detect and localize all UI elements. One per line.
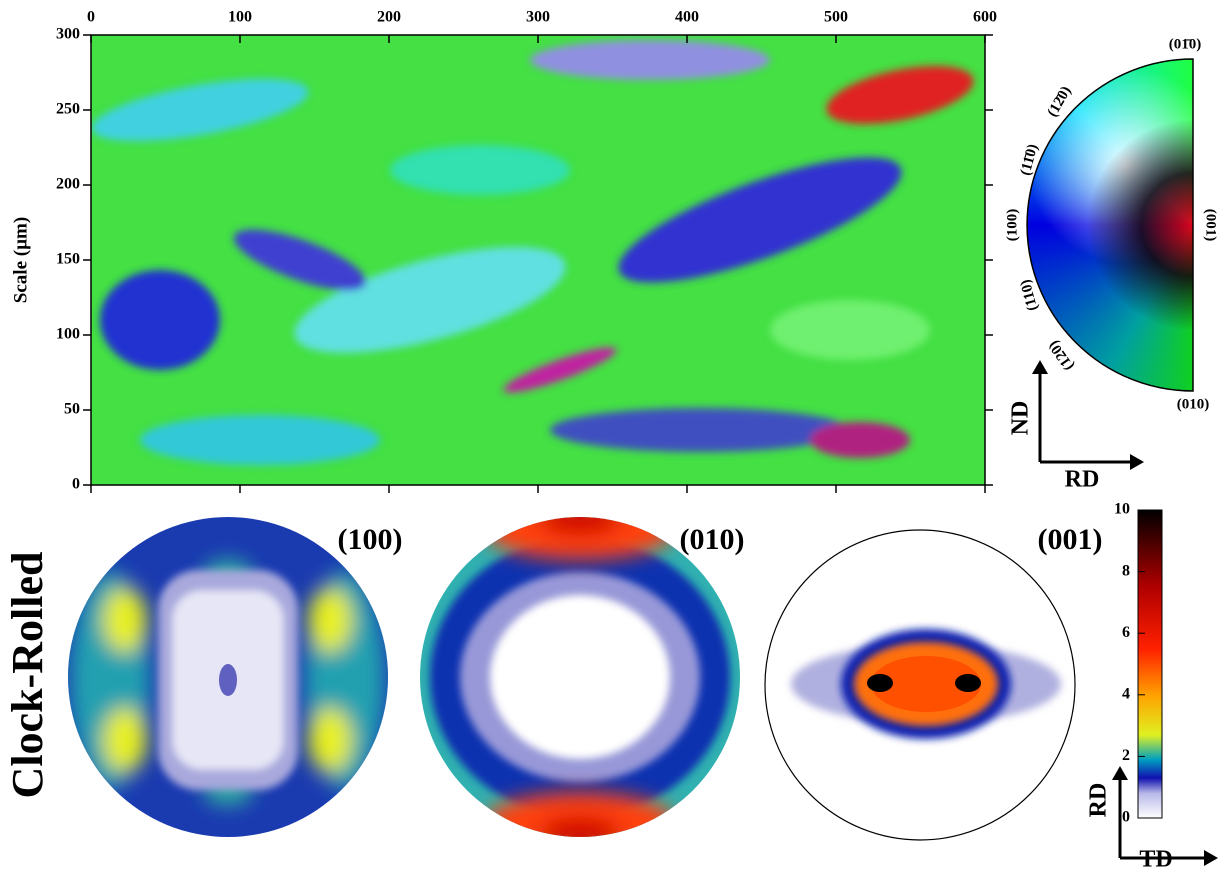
- colorbar-tick-label: 10: [1114, 501, 1130, 518]
- rd-label: RD: [1065, 467, 1100, 493]
- y-tick-label: 50: [64, 401, 80, 418]
- pole-td-label: TD: [1139, 847, 1172, 873]
- ipf-label: (11̄0): [1018, 142, 1042, 177]
- figure: Scale (µm) ND RD Clock-Rolled RD TD (01̄…: [0, 0, 1222, 873]
- colorbar-tick-label: 2: [1122, 747, 1130, 764]
- y-tick-label: 150: [56, 251, 80, 268]
- x-tick-label: 300: [526, 9, 550, 26]
- colorbar-gradient: [1138, 510, 1162, 818]
- ebsd-map: [87, 35, 985, 485]
- pole-figure-title: (100): [338, 523, 403, 556]
- arrow-heads: [1032, 360, 1218, 866]
- y-axis-label: Scale (µm): [10, 217, 31, 303]
- y-tick-label: 250: [56, 101, 80, 118]
- page: Scale (µm) ND RD Clock-Rolled RD TD (01̄…: [0, 0, 1222, 873]
- pole-rd-label: RD: [1086, 783, 1112, 818]
- x-tick-label: 600: [973, 9, 997, 26]
- y-tick-label: 100: [56, 326, 80, 343]
- colorbar-tick-label: 0: [1122, 809, 1130, 826]
- ipf-label: (001): [1203, 209, 1219, 242]
- ipf-label: (120): [1046, 337, 1078, 373]
- nd-label: ND: [1008, 401, 1034, 436]
- ipf-label: (01̄0): [1169, 36, 1202, 52]
- ipf-label: (100): [1004, 209, 1020, 242]
- x-tick-label: 400: [675, 9, 699, 26]
- ipf-label: (010): [1177, 396, 1210, 412]
- x-tick-label: 0: [87, 9, 95, 26]
- x-tick-label: 500: [824, 9, 848, 26]
- colorbar-tick-label: 4: [1122, 685, 1130, 702]
- pole-figure-title: (001): [1038, 523, 1103, 556]
- y-tick-label: 200: [56, 176, 80, 193]
- pole-figure-100-art: [68, 517, 388, 837]
- y-tick-label: 300: [56, 26, 80, 43]
- colorbar-tick-label: 6: [1122, 624, 1130, 641]
- pole-figure-title: (010): [680, 523, 745, 556]
- x-tick-label: 200: [377, 9, 401, 26]
- colorbar-tick-label: 8: [1122, 562, 1130, 579]
- x-tick-label: 100: [228, 9, 252, 26]
- axis-arrows: [1040, 372, 1206, 858]
- row-label: Clock-Rolled: [3, 552, 52, 799]
- y-tick-label: 0: [72, 476, 80, 493]
- pole-figure-001-art: [765, 530, 1075, 840]
